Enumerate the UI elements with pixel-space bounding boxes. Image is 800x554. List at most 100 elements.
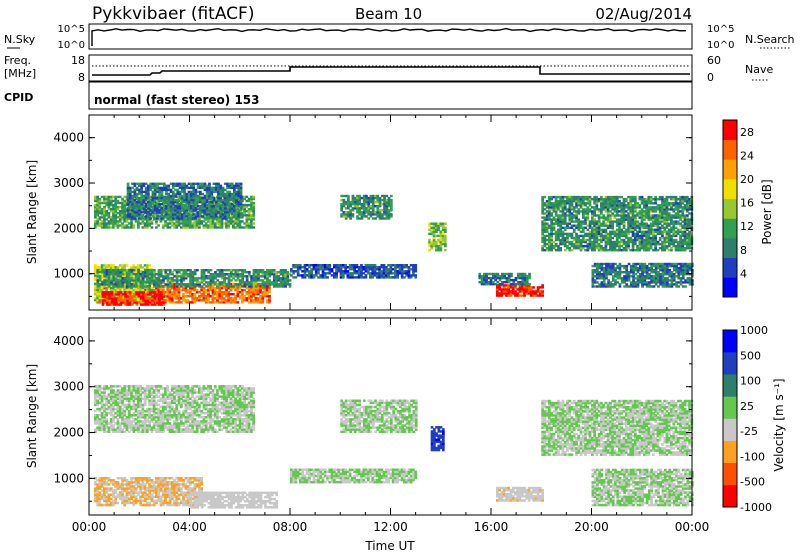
x-tick-label: 08:00 [273, 520, 308, 534]
noise-left-tick-high: 10^5 [58, 24, 85, 35]
data-region [101, 291, 166, 306]
beam-label: Beam 10 [355, 5, 422, 23]
noise-left-tick-low: 10^0 [58, 40, 85, 51]
y-tick-label: 2000 [53, 426, 84, 440]
data-region [340, 399, 418, 433]
colorbar-tick-label: 28 [740, 126, 754, 139]
colorbar-segment [723, 218, 737, 239]
data-region [496, 486, 544, 502]
data-region [126, 182, 243, 220]
colorbar-segment [723, 257, 737, 278]
noise-right-label: N.Search [745, 33, 795, 46]
colorbar-segment [723, 440, 737, 463]
nave-tick-low: 0 [707, 71, 714, 84]
data-region [290, 468, 418, 484]
colorbar-tick-label: 4 [740, 267, 747, 280]
noise-left-label: N.Sky [4, 33, 36, 46]
nave-tick-high: 60 [707, 54, 721, 67]
colorbar-segment [723, 179, 737, 199]
colorbar-segment [723, 374, 737, 397]
velocity-x-ticks: 00:00 04:00 08:00 12:00 16:00 20:00 00:00 [72, 318, 710, 534]
freq-tick-low: 8 [78, 71, 85, 84]
data-region [428, 222, 447, 252]
colorbar-segment [723, 418, 737, 441]
colorbar-tick-label: -25 [740, 425, 758, 438]
colorbar-segment [723, 484, 737, 508]
velocity-cbar-label: Velocity [m s⁻¹] [772, 378, 786, 471]
data-region [541, 195, 694, 252]
colorbar-tick-label: -1000 [740, 501, 772, 514]
x-tick-label: 20:00 [574, 520, 609, 534]
velocity-panel: 1000 2000 3000 4000 00:00 04:00 08:00 12:00 16:… [25, 317, 786, 553]
x-tick-label: 04:00 [172, 520, 207, 534]
y-tick-label: 1000 [53, 471, 84, 485]
colorbar-segment [723, 396, 737, 419]
data-region [96, 269, 292, 288]
freq-panel: Freq. [MHz] 18 8 60 0 Nave [4, 54, 773, 84]
power-ylabel: Slant Range [km] [25, 160, 39, 264]
data-region [94, 477, 203, 507]
cpid-label: CPID [4, 91, 33, 104]
colorbar-tick-label: 500 [740, 349, 761, 362]
colorbar-tick-label: 100 [740, 375, 761, 388]
velocity-y-ticks: 1000 2000 3000 4000 [53, 334, 692, 502]
colorbar-tick-label: 1000 [740, 324, 768, 337]
data-region [541, 399, 694, 456]
y-tick-label: 4000 [53, 334, 84, 348]
colorbar-segment [723, 330, 737, 353]
cpid-text: normal (fast stereo) 153 [94, 93, 260, 107]
velocity-colorbar: 1000 500 100 25 -25 -100 -500 -1000 [722, 324, 772, 514]
colorbar-segment [723, 462, 737, 486]
power-data-layer [94, 182, 694, 306]
colorbar-tick-label: -500 [740, 476, 765, 489]
power-cbar-label: Power [dB] [760, 179, 774, 244]
radar-title: Pykkvibaer (fitACF) [92, 4, 254, 24]
nave-label: Nave [745, 63, 773, 76]
power-colorbar: 4 8 12 16 20 24 28 [722, 119, 754, 298]
colorbar-tick-label: 20 [740, 173, 754, 186]
cpid-panel: CPID normal (fast stereo) 153 [4, 81, 693, 110]
colorbar-tick-label: -100 [740, 450, 765, 463]
colorbar-segment [723, 277, 737, 298]
colorbar-segment [723, 139, 737, 160]
data-region [430, 426, 445, 452]
noise-right-tick-low: 10^0 [707, 40, 734, 51]
freq-unit: [MHz] [4, 67, 36, 80]
y-tick-label: 4000 [53, 131, 84, 145]
data-region [94, 385, 255, 433]
velocity-data-layer [94, 385, 694, 509]
colorbar-segment [723, 352, 737, 375]
date-label: 02/Aug/2014 [595, 5, 692, 23]
noise-series [91, 27, 687, 46]
x-tick-label: 16:00 [474, 520, 509, 534]
colorbar-segment [723, 198, 737, 219]
time-axis-label: Time UT [364, 539, 415, 553]
data-region [591, 468, 694, 507]
power-y-ticks: 1000 2000 3000 4000 [53, 131, 692, 297]
colorbar-tick-label: 16 [740, 197, 754, 210]
y-tick-label: 3000 [53, 176, 84, 190]
freq-label: Freq. [4, 54, 31, 67]
x-tick-label: 00:00 [72, 520, 107, 534]
data-region [496, 284, 544, 297]
data-region [189, 491, 279, 509]
y-tick-label: 3000 [53, 380, 84, 394]
x-tick-label: 00:00 [675, 520, 710, 534]
freq-tick-high: 18 [71, 54, 85, 67]
colorbar-tick-label: 12 [740, 220, 754, 233]
colorbar-tick-label: 8 [740, 244, 747, 257]
colorbar-segment [723, 238, 737, 258]
power-panel: 1000 2000 3000 4000 Slant Range [km] 4 8 12 16… [25, 114, 774, 311]
data-region [290, 264, 418, 279]
colorbar-tick-label: 24 [740, 149, 754, 162]
y-tick-label: 1000 [53, 267, 84, 281]
colorbar-segment [723, 159, 737, 180]
data-region [478, 272, 531, 286]
y-tick-label: 2000 [53, 221, 84, 235]
velocity-ylabel: Slant Range [km] [25, 364, 39, 468]
data-region [340, 194, 393, 220]
data-region [591, 262, 694, 288]
noise-panel: N.Sky 10^5 10^0 10^5 10^0 N.Search [4, 23, 795, 51]
x-tick-label: 12:00 [373, 520, 408, 534]
